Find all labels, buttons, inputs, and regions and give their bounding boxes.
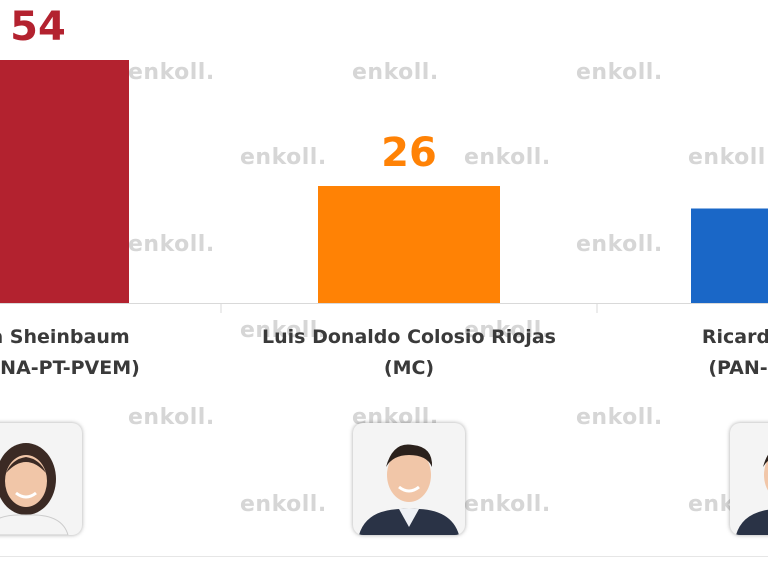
watermark-text: enkoll.: [576, 60, 663, 85]
watermark-text: enkoll.: [464, 145, 551, 170]
watermark-text: enkoll.: [128, 60, 215, 85]
bar-value-label: 54: [10, 4, 66, 50]
candidate-name-label: Luis Donaldo Colosio Riojas: [262, 326, 556, 348]
candidate-party-label: (PAN-: [708, 357, 768, 379]
bar-value-label: 26: [381, 130, 437, 176]
watermark-text: enkoll.: [240, 145, 327, 170]
candidate-photo-man: [353, 423, 465, 535]
candidate-name-label: a Sheinbaum: [0, 326, 130, 348]
watermark-text: enkoll.: [128, 232, 215, 257]
bar: [318, 186, 500, 303]
watermark-text: enkoll.: [128, 405, 215, 430]
divider: [0, 556, 768, 557]
bar: [691, 208, 768, 303]
watermark-text: enkoll.: [576, 232, 663, 257]
watermark-text: enkoll.: [464, 318, 551, 343]
watermark-text: enkoll.: [240, 318, 327, 343]
candidate-name-label: Ricard: [701, 326, 768, 348]
candidate-photo-man: [730, 423, 768, 535]
bar: [0, 60, 129, 303]
candidate-photo-woman: [0, 423, 82, 535]
watermark-text: enkoll.: [688, 145, 768, 170]
watermark-text: enkoll.: [240, 492, 327, 517]
candidate-party-label: NA-PT-PVEM): [0, 357, 140, 379]
watermark-text: enkoll.: [464, 492, 551, 517]
candidate-party-label: (MC): [383, 357, 435, 379]
watermark-text: enkoll.: [576, 405, 663, 430]
watermark-text: enkoll.: [352, 60, 439, 85]
